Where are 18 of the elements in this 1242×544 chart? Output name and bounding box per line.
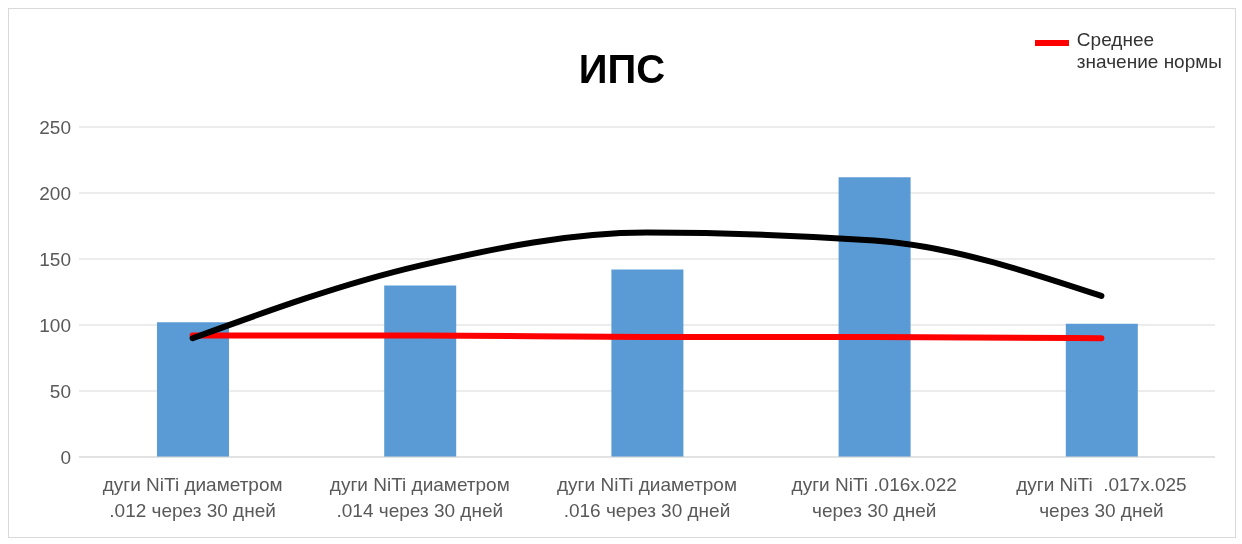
- bar: [838, 177, 911, 457]
- x-tick-label: дуги NiTi диаметром .016 через 30 дней: [557, 474, 737, 521]
- x-tick-label: дуги NiTi диаметром .012 через 30 дней: [102, 474, 283, 521]
- bar: [157, 322, 229, 457]
- y-tick-label: 50: [49, 380, 71, 402]
- x-tick-label: дуги NiTi диаметром .014 через 30 дней: [329, 474, 510, 521]
- y-tick-label: 100: [39, 314, 71, 336]
- bar: [1065, 323, 1138, 457]
- x-tick-label: дуги NiTi .016x.022 через 30 дней: [791, 474, 957, 521]
- legend-label: Среднее значение нормы: [1076, 29, 1223, 73]
- y-tick-label: 150: [39, 248, 71, 270]
- chart-title: ИПС: [578, 47, 666, 91]
- bar: [384, 285, 457, 457]
- bar: [611, 269, 684, 457]
- y-tick-label: 0: [60, 446, 71, 468]
- y-tick-label: 250: [39, 116, 71, 138]
- x-tick-label: дуги NiTi .017x.025 через 30 дней: [1016, 474, 1187, 521]
- y-tick-label: 200: [39, 182, 71, 204]
